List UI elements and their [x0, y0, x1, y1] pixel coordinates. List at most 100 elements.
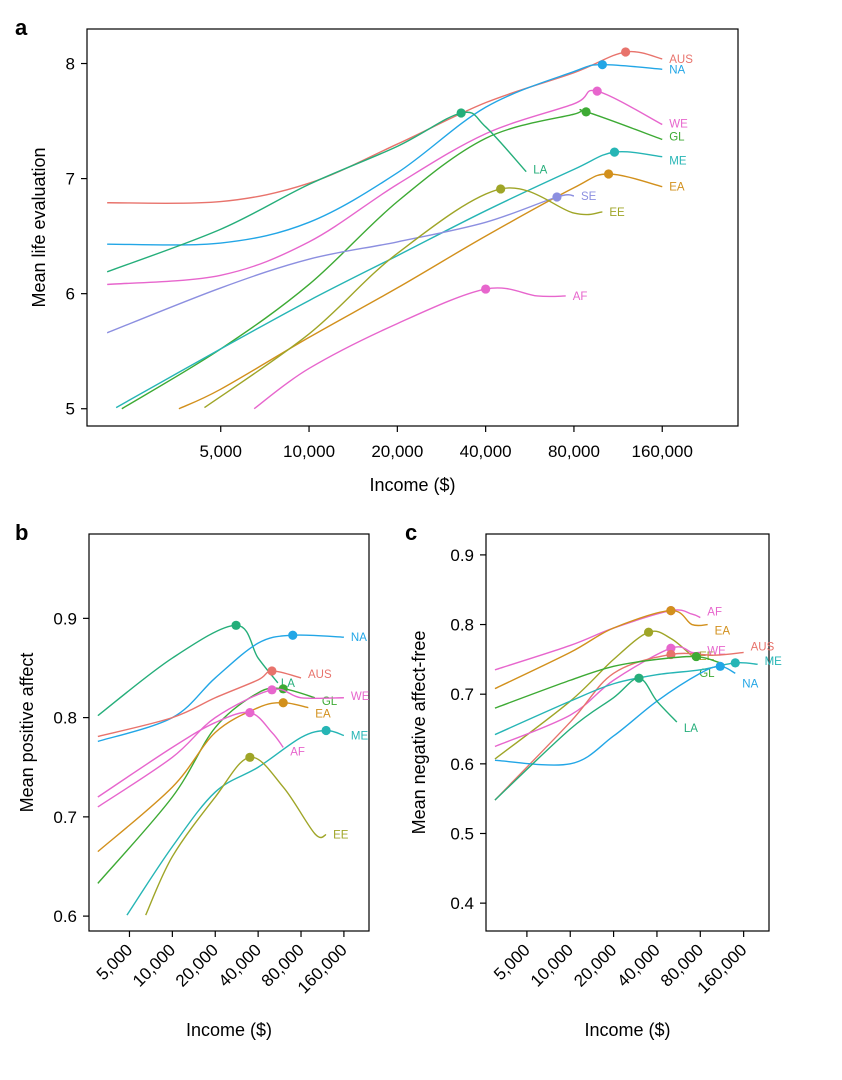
series-label-me: ME	[669, 156, 687, 168]
series-peak-marker-ee	[643, 627, 654, 637]
series-line-ee	[494, 630, 693, 760]
series-label-na: NA	[351, 632, 367, 644]
series-label-af: AF	[290, 746, 305, 758]
series-peak-marker-se	[552, 192, 562, 202]
x-axis-title: Income ($)	[369, 475, 455, 495]
series-line-se	[106, 194, 574, 334]
series-peak-marker-aus	[620, 47, 631, 57]
series-line-ee	[204, 187, 603, 409]
y-tick-label: 0.7	[450, 685, 474, 704]
panel-letter-b: b	[15, 520, 28, 545]
series-peak-marker-me	[609, 147, 620, 157]
series-peak-marker-me	[321, 725, 331, 736]
series-line-ea	[97, 702, 309, 853]
panel-letter-c: c	[405, 520, 417, 545]
plot-frame	[88, 533, 370, 932]
series-line-la	[97, 624, 279, 717]
series-line-ee	[145, 756, 327, 916]
series-label-na: NA	[742, 678, 758, 690]
x-tick-label: 40,000	[614, 940, 664, 990]
y-tick-label: 0.8	[450, 616, 474, 635]
series-label-gl: GL	[699, 668, 715, 680]
series-peak-marker-la	[231, 620, 241, 630]
x-tick-label: 10,000	[527, 940, 577, 990]
panel-b: b0.60.70.80.95,00010,00020,00040,00080,0…	[15, 520, 370, 1040]
series-peak-marker-ee	[245, 752, 255, 762]
series-label-ea: EA	[669, 182, 685, 194]
x-tick-label: 20,000	[371, 442, 423, 461]
series-label-se: SE	[581, 191, 597, 203]
series-line-ea	[178, 173, 663, 410]
series-line-me	[126, 729, 345, 916]
series-label-me: ME	[351, 730, 369, 742]
series-peak-marker-ee	[496, 184, 506, 194]
series-peak-marker-we	[267, 685, 277, 695]
panel-c: c0.40.50.60.70.80.95,00010,00020,00040,0…	[405, 520, 782, 1040]
series-label-ee: EE	[333, 830, 349, 842]
y-tick-label: 8	[66, 55, 75, 74]
y-tick-label: 5	[66, 400, 75, 419]
plot-frame	[485, 533, 770, 932]
y-tick-label: 0.4	[450, 894, 474, 913]
series-peak-marker-la	[634, 673, 644, 683]
series-line-na	[494, 665, 736, 766]
series-line-we	[107, 89, 663, 286]
y-tick-label: 0.9	[450, 546, 474, 565]
series-peak-marker-ea	[603, 169, 614, 179]
series-label-aus: AUS	[751, 641, 775, 653]
x-tick-label: 5,000	[199, 442, 242, 461]
panel-a: a 5 6 7 8 5,000 10,000 20,000 40,000 80,000 160,00…	[15, 15, 739, 495]
y-tick-label: 7	[66, 170, 75, 189]
series-label-aus: AUS	[669, 54, 693, 66]
series-label-we: WE	[669, 119, 688, 131]
series-label-na: NA	[669, 64, 685, 76]
x-tick-label: 40,000	[215, 940, 265, 990]
series-line-me	[115, 150, 663, 409]
x-tick-label: 10,000	[283, 442, 335, 461]
series-label-af: AF	[573, 291, 588, 303]
series-line-na	[107, 63, 663, 246]
series-peak-marker-aus	[666, 649, 676, 660]
x-tick-label: 80,000	[548, 442, 600, 461]
series-peak-marker-na	[288, 630, 298, 640]
series-label-la: LA	[533, 165, 547, 177]
series-line-af	[494, 609, 701, 671]
x-tick-label: 40,000	[460, 442, 512, 461]
series-peak-marker-me	[730, 658, 740, 668]
series-label-we: WE	[351, 691, 370, 703]
series-peak-marker-ea	[666, 606, 676, 616]
series-label-af: AF	[707, 607, 722, 619]
series-peak-marker-gl	[581, 107, 591, 117]
y-tick-label: 0.7	[53, 808, 77, 827]
x-tick-label: 20,000	[570, 940, 620, 990]
series-line-af	[97, 711, 284, 798]
panel-letter-a: a	[15, 15, 28, 40]
y-axis-title: Mean negative affect-free	[409, 631, 429, 835]
series-line-we	[97, 688, 344, 808]
x-tick-label: 20,000	[172, 940, 222, 990]
series-label-gl: GL	[669, 131, 685, 143]
y-tick-label: 0.8	[53, 709, 77, 728]
series-label-ea: EA	[315, 709, 331, 721]
series-label-me: ME	[765, 656, 783, 668]
y-axis-title: Mean positive affect	[17, 653, 37, 813]
series-peak-marker-aus	[267, 666, 277, 676]
series-label-la: LA	[684, 723, 698, 735]
series-line-me	[494, 661, 758, 736]
series-label-ee: EE	[609, 207, 625, 219]
plot-frame	[86, 28, 739, 427]
y-tick-label: 0.6	[53, 907, 77, 926]
series-line-ea	[494, 609, 708, 690]
series-line-la	[106, 111, 527, 273]
y-tick-label: 0.6	[450, 755, 474, 774]
x-axis-title: Income ($)	[584, 1020, 670, 1040]
series-line-na	[97, 634, 344, 743]
series-peak-marker-la	[456, 108, 466, 118]
series-line-la	[494, 677, 678, 801]
series-line-aus	[494, 651, 744, 801]
series-line-aus	[107, 50, 663, 205]
series-peak-marker-na	[715, 661, 725, 671]
series-peak-marker-ea	[278, 698, 288, 708]
series-line-af	[253, 287, 566, 410]
